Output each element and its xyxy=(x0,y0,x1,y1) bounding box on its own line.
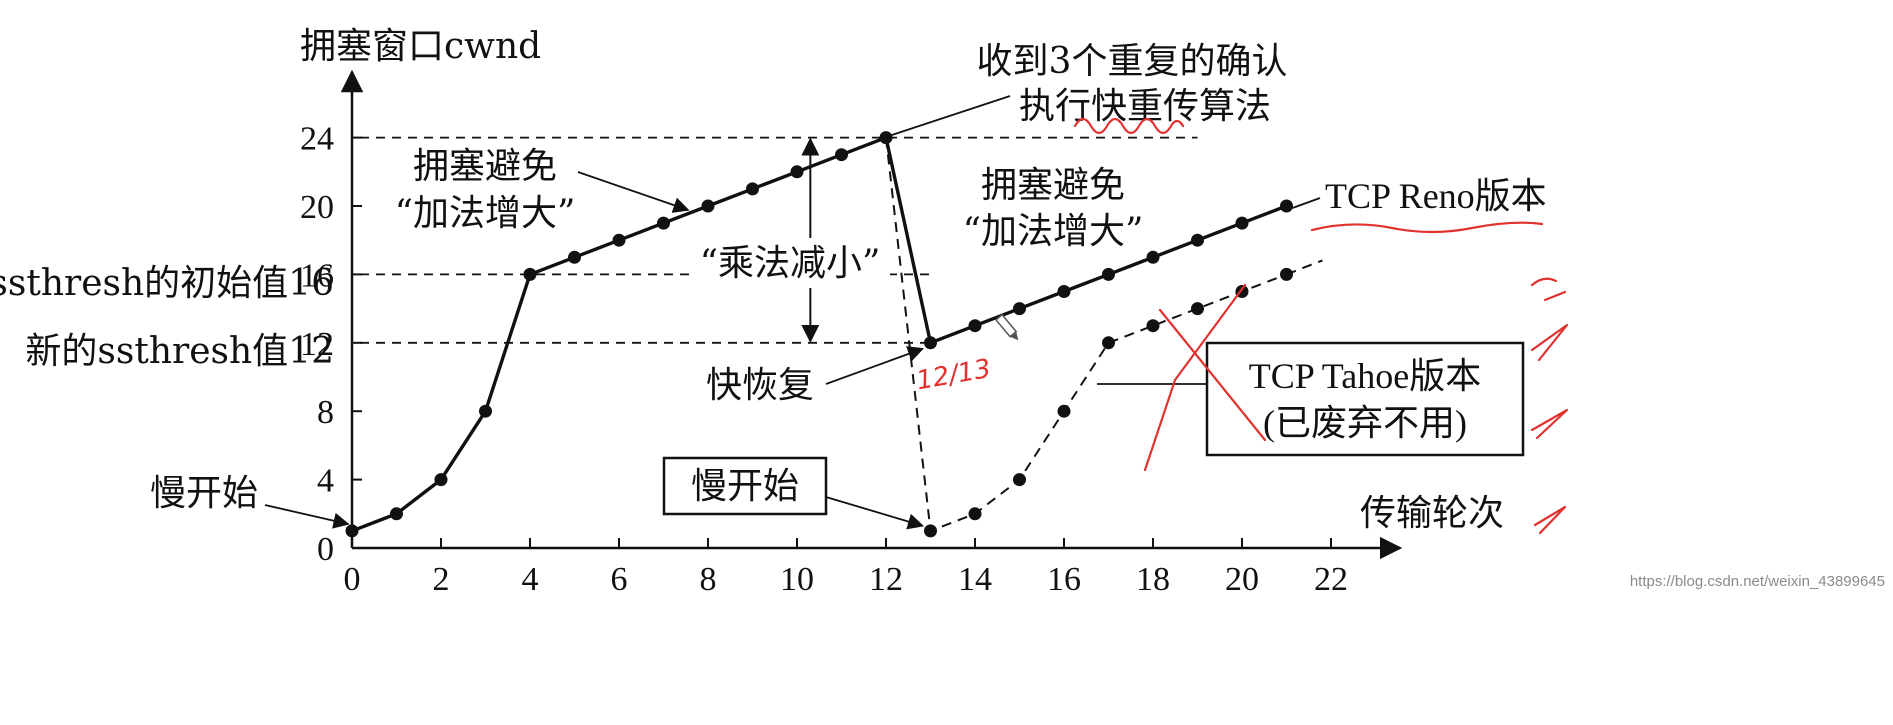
slow-start-boxed-label: 慢开始 xyxy=(691,466,799,507)
reno-label-pointer xyxy=(1292,197,1321,209)
dup-ack-line2: 执行快重传算法 xyxy=(1019,86,1271,127)
point-reno-7 xyxy=(657,216,670,230)
y-tick-label-20: 20 xyxy=(300,189,334,226)
y-tick-label-8: 8 xyxy=(317,394,334,431)
point-tahoe-18 xyxy=(1146,319,1160,333)
point-reno-11 xyxy=(835,148,848,162)
watermark: https://blog.csdn.net/weixin_43899645 xyxy=(1630,573,1885,590)
y-tick-label-0: 0 xyxy=(317,531,334,568)
point-reno-17 xyxy=(1102,267,1115,281)
point-reno-9 xyxy=(746,182,759,196)
point-reno-15 xyxy=(1013,302,1026,316)
y-tick-label-16: 16 xyxy=(300,257,334,294)
point-tahoe-14 xyxy=(968,507,982,521)
ssthresh-initial-label: ssthresh的初始值16 xyxy=(0,263,334,304)
red-squiggle-underline-1 xyxy=(1073,117,1185,135)
handwritten-annotations xyxy=(1073,117,1569,535)
reference-lines xyxy=(360,136,1198,344)
point-reno-4 xyxy=(523,267,537,281)
slow-start-box-pointer xyxy=(825,496,925,530)
x-tick-label-0: 0 xyxy=(344,561,361,598)
point-tahoe-13 xyxy=(924,524,937,538)
point-reno-2 xyxy=(434,473,448,487)
ssthresh-new-label: 新的ssthresh值12 xyxy=(25,331,334,372)
red-margin-mark-1 xyxy=(1530,277,1567,302)
point-reno-6 xyxy=(612,233,626,247)
point-reno-19 xyxy=(1191,233,1204,247)
x-tick-label-16: 16 xyxy=(1047,561,1081,598)
red-margin-mark-3 xyxy=(1530,408,1569,440)
point-tahoe-16 xyxy=(1057,404,1071,418)
slow-start-pointer xyxy=(264,504,350,529)
red-cross-stroke-2 xyxy=(1143,283,1247,472)
tahoe-extension xyxy=(1286,259,1323,276)
point-reno-21 xyxy=(1280,199,1293,213)
ca-left-line1: 拥塞避免 xyxy=(413,146,557,187)
dup-ack-line1: 收到3个重复的确认 xyxy=(977,41,1288,82)
ca-right-line2: “加法增大” xyxy=(963,211,1144,252)
red-margin-mark-2 xyxy=(1530,323,1569,362)
point-reno-16 xyxy=(1057,285,1071,298)
x-tick-label-22: 22 xyxy=(1314,561,1348,598)
point-reno-0 xyxy=(345,524,359,538)
x-axis-title: 传输轮次 xyxy=(1360,493,1504,534)
pencil-cursor-icon xyxy=(994,313,1019,341)
red-margin-mark-4 xyxy=(1533,505,1567,535)
point-reno-3 xyxy=(479,404,492,418)
reno-series-label: TCP Reno版本 xyxy=(1325,176,1547,216)
x-tick-label-6: 6 xyxy=(611,561,628,598)
tahoe-line2: (已废弃不用) xyxy=(1263,403,1467,443)
point-tahoe-17 xyxy=(1102,336,1115,350)
point-reno-20 xyxy=(1235,216,1249,230)
slow-start-label: 慢开始 xyxy=(150,473,258,514)
ca-left-pointer xyxy=(577,171,690,213)
tahoe-line1: TCP Tahoe版本 xyxy=(1249,356,1481,396)
point-reno-1 xyxy=(390,507,403,521)
point-reno-18 xyxy=(1146,250,1160,264)
mult-decrease-label: “乘法减小” xyxy=(700,243,881,284)
x-tick-label-12: 12 xyxy=(869,561,903,598)
fast-recovery-label: 快恢复 xyxy=(706,365,814,406)
red-cross-stroke-1 xyxy=(1158,308,1267,442)
x-tick-label-4: 4 xyxy=(522,561,539,598)
fast-recovery-pointer xyxy=(825,346,925,385)
point-reno-8 xyxy=(701,199,715,213)
ca-left-line2: “加法增大” xyxy=(395,193,576,234)
y-axis-title: 拥塞窗口cwnd xyxy=(300,26,541,67)
red-squiggle-underline-2 xyxy=(1310,221,1544,234)
y-tick-label-4: 4 xyxy=(317,463,334,500)
y-tick-label-24: 24 xyxy=(300,121,334,158)
y-tick-label-12: 12 xyxy=(300,326,334,363)
x-tick-label-14: 14 xyxy=(958,561,992,598)
point-reno-14 xyxy=(968,319,982,333)
x-tick-label-18: 18 xyxy=(1136,561,1170,598)
point-reno-13 xyxy=(924,336,937,350)
slow-start-box xyxy=(662,456,828,516)
point-tahoe-19 xyxy=(1191,302,1204,316)
x-tick-label-2: 2 xyxy=(433,561,450,598)
point-reno-10 xyxy=(790,165,804,179)
mult-decrease-bg xyxy=(690,238,890,288)
point-reno-5 xyxy=(568,250,581,264)
point-tahoe-15 xyxy=(1013,473,1026,487)
dup-ack-pointer xyxy=(889,95,1011,137)
x-tick-label-10: 10 xyxy=(780,561,814,598)
x-tick-label-8: 8 xyxy=(700,561,717,598)
x-tick-label-20: 20 xyxy=(1225,561,1259,598)
ca-right-line1: 拥塞避免 xyxy=(981,165,1125,206)
tahoe-box xyxy=(1205,341,1525,457)
